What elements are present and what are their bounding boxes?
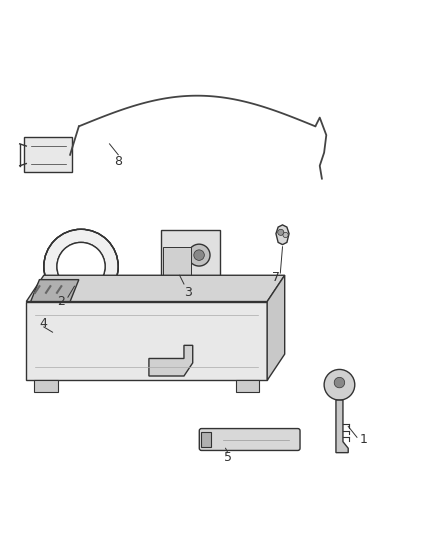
FancyBboxPatch shape bbox=[161, 230, 220, 285]
Polygon shape bbox=[26, 275, 285, 302]
Text: 3: 3 bbox=[184, 286, 192, 299]
FancyBboxPatch shape bbox=[199, 429, 300, 450]
Polygon shape bbox=[267, 275, 285, 381]
Text: 4: 4 bbox=[40, 317, 48, 330]
Polygon shape bbox=[276, 225, 289, 245]
Text: 8: 8 bbox=[114, 155, 122, 168]
FancyBboxPatch shape bbox=[201, 432, 211, 447]
Circle shape bbox=[324, 369, 355, 400]
FancyBboxPatch shape bbox=[163, 247, 191, 281]
FancyBboxPatch shape bbox=[170, 283, 189, 298]
FancyBboxPatch shape bbox=[236, 379, 259, 392]
Polygon shape bbox=[26, 302, 267, 381]
Circle shape bbox=[194, 250, 204, 260]
Circle shape bbox=[334, 377, 345, 388]
Circle shape bbox=[44, 229, 118, 304]
FancyBboxPatch shape bbox=[34, 379, 58, 392]
Text: 7: 7 bbox=[272, 271, 280, 284]
Text: 5: 5 bbox=[224, 450, 232, 464]
Circle shape bbox=[188, 244, 210, 266]
Text: 1: 1 bbox=[360, 433, 367, 446]
Circle shape bbox=[57, 243, 105, 290]
FancyBboxPatch shape bbox=[24, 138, 72, 172]
Circle shape bbox=[278, 229, 284, 236]
Polygon shape bbox=[31, 280, 79, 302]
Polygon shape bbox=[149, 345, 193, 376]
Polygon shape bbox=[336, 400, 348, 453]
Circle shape bbox=[283, 232, 288, 238]
Text: 2: 2 bbox=[57, 295, 65, 308]
